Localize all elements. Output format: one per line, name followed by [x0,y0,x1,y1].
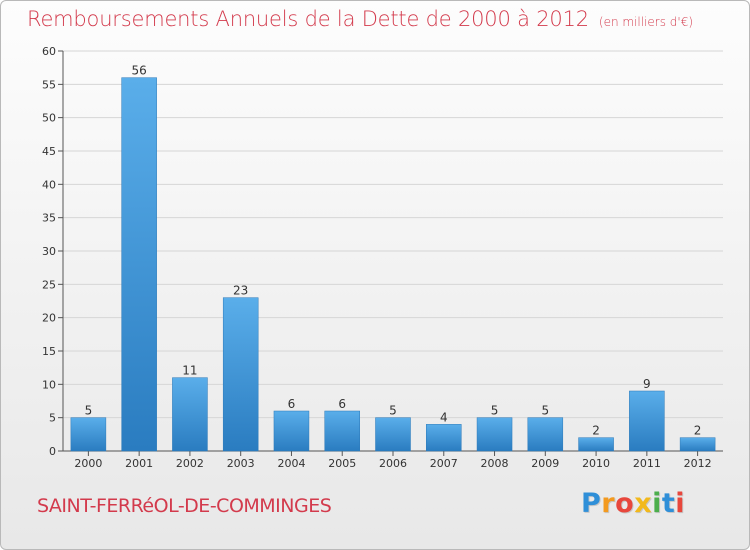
bar-2011 [629,390,665,452]
data-label: 5 [85,404,93,418]
y-tick-label: 40 [42,178,56,191]
bar-2000 [70,417,107,452]
y-tick-label: 50 [42,112,56,125]
x-tick-label: 2011 [633,457,661,470]
y-tick-label: 25 [42,278,56,291]
x-tick-label: 2008 [481,457,509,470]
bar-2004 [273,410,310,452]
bar-2009 [527,417,564,452]
y-tick-label: 60 [42,45,56,58]
data-label: 6 [288,397,296,411]
x-tick-label: 2010 [582,457,610,470]
bar-2008 [476,417,513,452]
bar-2012 [679,437,716,452]
data-label: 5 [541,404,549,418]
bar-2001 [121,77,157,452]
logo-letter: o [615,488,635,519]
data-label: 11 [182,364,197,378]
data-label: 23 [233,284,248,298]
x-tick-label: 2009 [531,457,559,470]
data-label: 2 [694,424,702,438]
data-label: 2 [592,424,600,438]
bar-2006 [375,417,411,452]
data-label: 9 [643,377,651,391]
logo-letter: t [661,488,676,519]
x-tick-label: 2002 [176,457,204,470]
y-tick-label: 55 [42,78,56,91]
bar-2007 [426,424,462,452]
proxiti-logo: Proxiti [581,488,685,519]
logo-letter: P [581,488,602,519]
data-label: 6 [338,397,346,411]
logo-letter: x [634,488,653,519]
y-tick-label: 35 [42,212,56,225]
data-label: 56 [132,64,147,78]
bar-2003 [222,297,259,452]
x-tick-label: 2012 [684,457,712,470]
logo-letter: i [652,488,662,519]
y-tick-label: 20 [42,312,56,325]
y-tick-label: 45 [42,145,56,158]
chart-title: Remboursements Annuels de la Dette de 20… [27,7,693,31]
x-tick-label: 2004 [277,457,305,470]
y-tick-label: 10 [42,378,56,391]
y-tick-label: 15 [42,345,56,358]
logo-letter: r [601,488,616,519]
x-tick-label: 2006 [379,457,407,470]
x-tick-label: 2003 [227,457,255,470]
data-label: 5 [491,404,499,418]
bar-2002 [172,377,208,452]
logo-letter: i [675,488,686,519]
y-tick-label: 30 [42,245,56,258]
chart-title-text: Remboursements Annuels de la Dette de 20… [27,7,589,31]
data-label: 4 [440,410,448,424]
x-tick-label: 2005 [328,457,356,470]
chart-subtitle: (en milliers d'€) [598,15,694,29]
y-tick-label: 5 [49,412,56,425]
data-label: 5 [389,404,397,418]
bar-2005 [324,410,360,452]
commune-name: SAINT-FERRéOL-DE-COMMINGES [37,495,332,517]
x-tick-label: 2007 [430,457,458,470]
bar-2010 [578,437,614,452]
x-tick-label: 2001 [125,457,153,470]
x-tick-label: 2000 [74,457,102,470]
y-tick-label: 0 [49,445,56,458]
